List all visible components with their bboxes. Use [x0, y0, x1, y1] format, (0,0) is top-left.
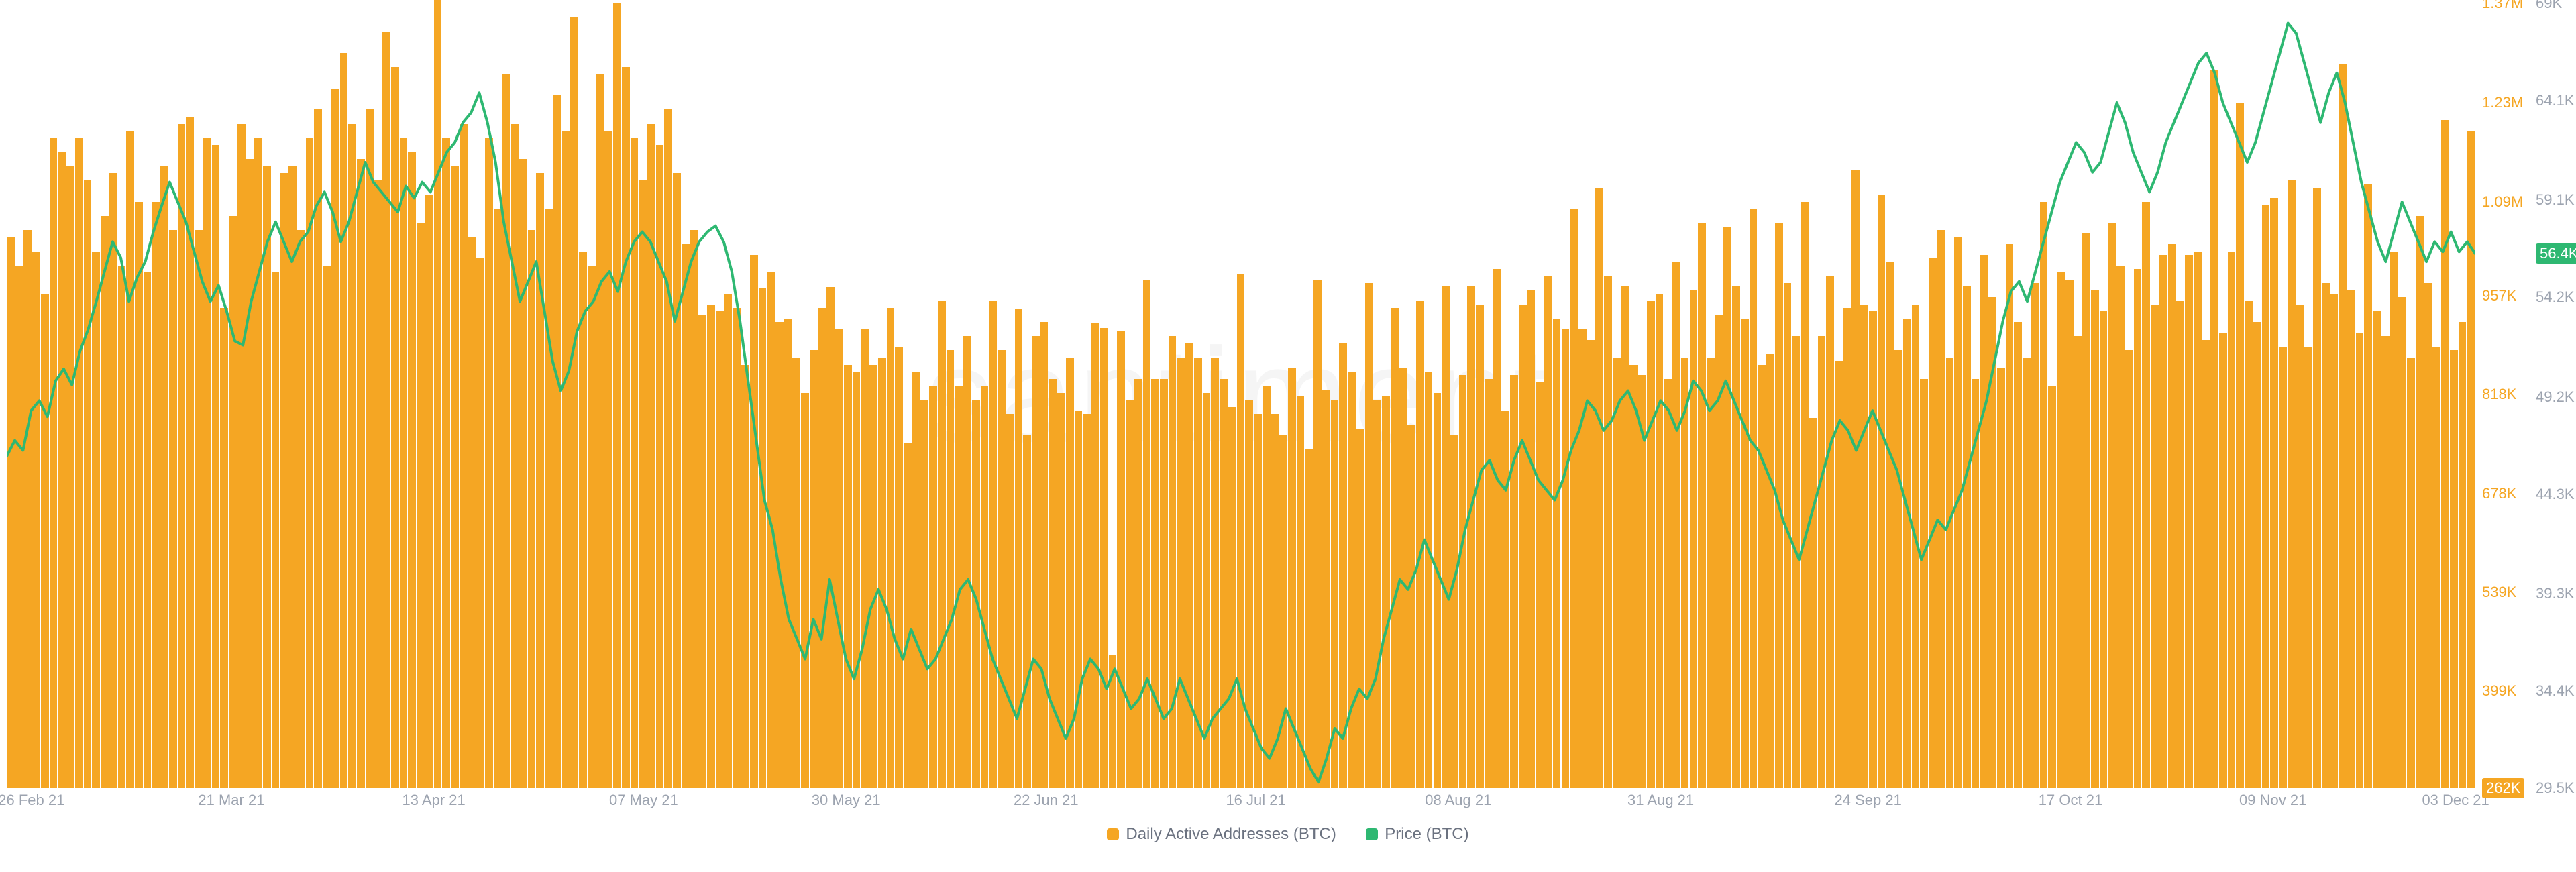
y-left-current-badge: 262K — [2482, 778, 2524, 798]
y-right-tick: 34.4K — [2536, 682, 2575, 700]
y-right-tick: 49.2K — [2536, 388, 2575, 406]
x-tick: 22 Jun 21 — [1014, 792, 1079, 809]
y-left-tick: 399K — [2482, 682, 2516, 700]
x-tick: 13 Apr 21 — [402, 792, 466, 809]
y-left-tick: 1.37M — [2482, 0, 2523, 12]
y-right-tick: 44.3K — [2536, 486, 2575, 503]
y-left-tick: 1.09M — [2482, 193, 2523, 211]
legend-label-line: Price (BTC) — [1385, 825, 1468, 844]
legend-item-line[interactable]: Price (BTC) — [1366, 825, 1468, 844]
y-right-tick: 69K — [2536, 0, 2562, 12]
chart-container: santiment 26 Feb 21 21 Mar 21 13 Apr 21 07 … — [0, 0, 2576, 872]
y-axis-right: 69K64.1K59.1K54.2K49.2K44.3K39.3K34.4K29… — [2536, 3, 2576, 788]
x-tick: 26 Feb 21 — [0, 792, 64, 809]
y-right-tick: 54.2K — [2536, 288, 2575, 306]
y-axis-left: 1.37M1.23M1.09M957K818K678K539K399K262K — [2482, 3, 2529, 788]
legend-swatch-line — [1366, 828, 1378, 840]
x-tick: 17 Oct 21 — [2039, 792, 2102, 809]
legend-item-bars[interactable]: Daily Active Addresses (BTC) — [1107, 825, 1336, 844]
x-tick: 16 Jul 21 — [1226, 792, 1285, 809]
y-left-tick: 1.23M — [2482, 94, 2523, 111]
y-left-tick: 539K — [2482, 584, 2516, 601]
y-left-tick: 957K — [2482, 287, 2516, 305]
x-tick: 21 Mar 21 — [198, 792, 264, 809]
price-line-layer — [7, 3, 2475, 788]
price-line[interactable] — [7, 23, 2475, 783]
x-axis: 26 Feb 2121 Mar 2113 Apr 2107 May 2130 M… — [7, 792, 2475, 812]
x-tick: 31 Aug 21 — [1627, 792, 1694, 809]
x-tick: 07 May 21 — [609, 792, 678, 809]
legend-label-bars: Daily Active Addresses (BTC) — [1126, 825, 1336, 844]
y-left-tick: 818K — [2482, 386, 2516, 403]
x-tick: 30 May 21 — [812, 792, 881, 809]
x-tick: 24 Sep 21 — [1835, 792, 1902, 809]
y-right-tick: 64.1K — [2536, 92, 2575, 109]
y-right-current-badge: 56.4K — [2536, 243, 2576, 264]
y-right-tick: 39.3K — [2536, 585, 2575, 602]
x-tick: 09 Nov 21 — [2239, 792, 2306, 809]
legend-swatch-bars — [1107, 828, 1119, 840]
plot-area[interactable]: santiment — [7, 3, 2475, 788]
y-left-tick: 678K — [2482, 485, 2516, 502]
x-tick: 08 Aug 21 — [1425, 792, 1491, 809]
y-right-tick: 29.5K — [2536, 779, 2575, 797]
y-right-tick: 59.1K — [2536, 191, 2575, 209]
legend: Daily Active Addresses (BTC) Price (BTC) — [0, 825, 2576, 844]
x-tick: 03 Dec 21 — [2422, 792, 2489, 809]
